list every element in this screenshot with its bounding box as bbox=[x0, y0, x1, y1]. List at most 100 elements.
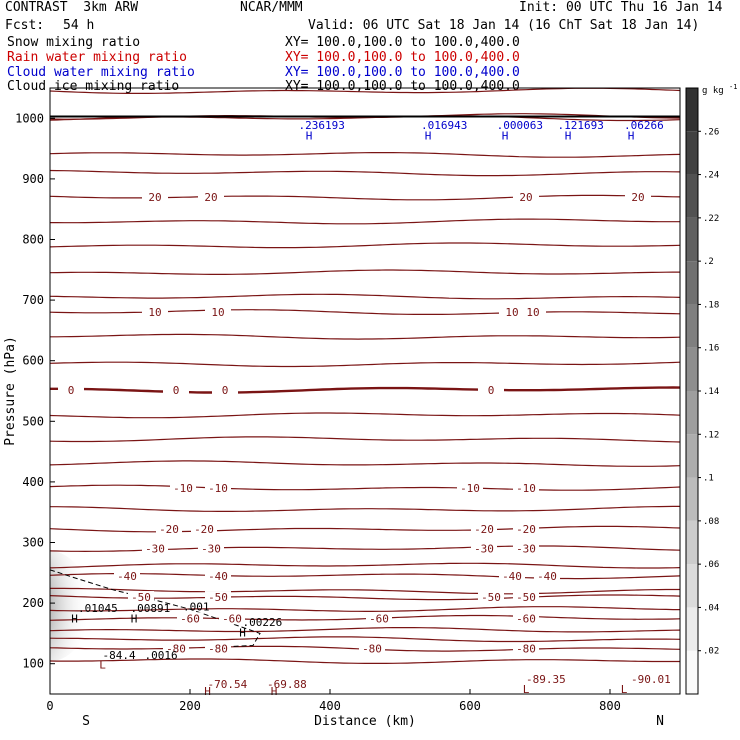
extremum-marker: H bbox=[425, 130, 432, 143]
isotherm-label: -60 bbox=[369, 612, 389, 625]
colorbar-segment bbox=[686, 261, 698, 305]
isotherm-label: -80 bbox=[516, 643, 536, 656]
isotherm-label-bg bbox=[177, 612, 203, 625]
isotherm-label-bg bbox=[499, 569, 525, 582]
isotherm-label-bg bbox=[114, 569, 140, 582]
isotherm-label: -20 bbox=[194, 523, 214, 536]
plot-title: CONTRAST 3km ARW bbox=[5, 0, 139, 15]
isotherm-label: -60 bbox=[180, 612, 200, 625]
x-axis-title: Distance (km) bbox=[314, 714, 416, 729]
isotherm-line bbox=[50, 333, 680, 340]
colorbar-tick-label: .02 bbox=[703, 647, 719, 657]
isotherm-line bbox=[50, 88, 680, 94]
snow-contour bbox=[50, 569, 261, 648]
colorbar-segment bbox=[686, 174, 698, 218]
colorbar-segment bbox=[686, 650, 698, 694]
colorbar-unit-exponent: -1 bbox=[729, 83, 737, 91]
x-tick-label: 800 bbox=[599, 699, 621, 713]
isotherm-label-bg bbox=[471, 523, 497, 536]
isotherm-label-bg bbox=[142, 542, 168, 555]
isotherm-line bbox=[50, 562, 680, 569]
snow-shade-blob bbox=[50, 551, 90, 662]
center-label: NCAR/MMM bbox=[240, 0, 303, 15]
isotherm-label-bg bbox=[457, 481, 483, 494]
x-tick-label: 200 bbox=[179, 699, 201, 713]
extremum-marker: H bbox=[239, 626, 246, 639]
isotherm-label: -20 bbox=[159, 523, 179, 536]
isotherm-label: 10 bbox=[148, 306, 161, 319]
isotherm-label-bg bbox=[163, 642, 189, 655]
isotherm-line bbox=[50, 614, 680, 621]
isotherm-label: -50 bbox=[516, 591, 536, 604]
isotherm-label-bg bbox=[142, 191, 168, 204]
isotherm-label-bg bbox=[128, 591, 154, 604]
isotherm-label-bg bbox=[478, 591, 504, 604]
isotherm-label-bg bbox=[198, 542, 224, 555]
field-cloud-ice-xy: XY= 100.0,100.0 to 100.0,400.0 bbox=[285, 79, 520, 94]
valid-time: Valid: 06 UTC Sat 18 Jan 14 (16 ChT Sat … bbox=[308, 18, 700, 33]
isotherm-label-bg bbox=[534, 569, 560, 582]
colorbar-segment bbox=[686, 347, 698, 391]
axes: 0 200 400 600 800100200300400500600700800900… bbox=[3, 111, 664, 729]
isotherm-label: 20 bbox=[631, 191, 644, 204]
colorbar-segment bbox=[686, 304, 698, 348]
snow-shading bbox=[50, 551, 90, 662]
isotherm-line bbox=[50, 627, 680, 633]
isotherm-label: -10 bbox=[173, 482, 193, 495]
isotherm-label-bg bbox=[170, 481, 196, 494]
extremum-value: .0016 bbox=[145, 649, 178, 662]
isotherm-line bbox=[50, 152, 680, 158]
isotherm-label: -10 bbox=[460, 482, 480, 495]
colorbar: .02 .04 .06 .08 .1 .12 .14 .16 .18 .2 .22 .24 .26 g k… bbox=[685, 83, 737, 695]
isotherm-label-bg bbox=[205, 591, 231, 604]
plot-frame bbox=[49, 87, 681, 695]
y-tick-label: 700 bbox=[22, 293, 44, 307]
isotherm-label-bg bbox=[219, 612, 245, 625]
isotherm-line bbox=[50, 636, 680, 643]
isotherm-label: -50 bbox=[208, 591, 228, 604]
extremum-marker: H bbox=[204, 685, 211, 698]
extremum-marker: L bbox=[99, 659, 106, 672]
isotherm-label-bg bbox=[156, 523, 182, 536]
isotherm-label-bg bbox=[366, 612, 392, 625]
isotherm-label-bg bbox=[513, 523, 539, 536]
isotherm-line bbox=[50, 269, 680, 275]
extremum-marker: H bbox=[71, 612, 78, 625]
extremum-value: -89.35 bbox=[526, 673, 566, 686]
colorbar-tick-label: .24 bbox=[703, 171, 719, 181]
field-cloud-water-name: Cloud water mixing ratio bbox=[7, 65, 195, 80]
y-tick-label: 600 bbox=[22, 354, 44, 368]
colorbar-tick-label: .04 bbox=[703, 603, 719, 613]
isotherm-label-bg bbox=[212, 383, 238, 396]
isotherm-label-bg bbox=[513, 542, 539, 555]
colorbar-segment bbox=[686, 564, 698, 608]
isotherm-label-bg bbox=[191, 523, 217, 536]
extremum-value: -70.54 bbox=[208, 678, 248, 691]
isotherm-label-bg bbox=[198, 191, 224, 204]
south-label: S bbox=[82, 714, 90, 729]
isotherm-label-bg bbox=[478, 383, 504, 396]
isotherm-label-bg bbox=[359, 642, 385, 655]
isotherm-label: 10 bbox=[211, 306, 224, 319]
colorbar-segment bbox=[686, 520, 698, 565]
isotherm-label-bg bbox=[520, 306, 546, 319]
isotherm-line bbox=[50, 606, 680, 612]
isotherm-line bbox=[50, 242, 680, 249]
isotherm-label: 0 bbox=[173, 384, 180, 397]
colorbar-tick-label: .14 bbox=[703, 387, 719, 397]
extremum-value: -90.01 bbox=[631, 673, 671, 686]
extremum-value: .000063 bbox=[497, 119, 543, 132]
isotherm-label-bg bbox=[625, 191, 651, 204]
isotherm-label: -80 bbox=[166, 643, 186, 656]
colorbar-tick-label: .1 bbox=[703, 474, 714, 484]
isotherm-line bbox=[50, 484, 680, 491]
colorbar-segment bbox=[686, 131, 698, 175]
forecast-label: Fcst: bbox=[5, 18, 45, 33]
isotherm-label: -40 bbox=[117, 570, 137, 583]
isotherm-label: 20 bbox=[148, 191, 161, 204]
y-tick-label: 200 bbox=[22, 596, 44, 610]
isotherm-label: -20 bbox=[474, 523, 494, 536]
colorbar-tick-label: .26 bbox=[703, 127, 719, 137]
isotherm-line bbox=[50, 169, 680, 177]
extremum-marker: H bbox=[306, 130, 313, 143]
